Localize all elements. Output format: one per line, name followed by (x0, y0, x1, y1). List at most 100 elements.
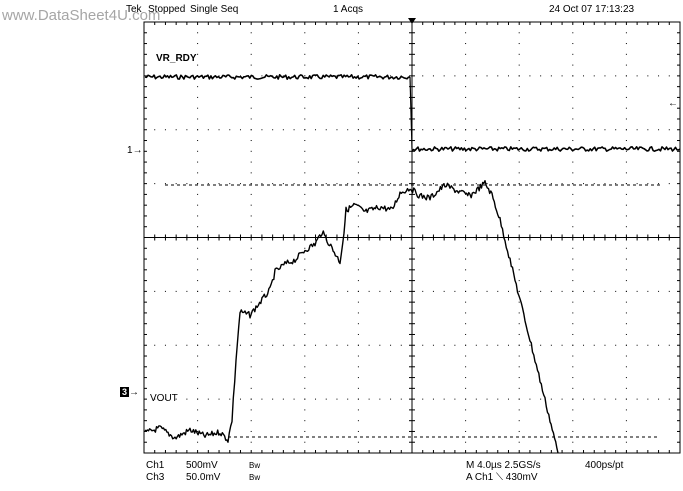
grid-dot (550, 75, 552, 77)
grid-dot (432, 183, 434, 185)
grid-dot (250, 107, 252, 109)
grid-dot (518, 75, 520, 77)
grid-dot (293, 183, 295, 185)
grid-dot (379, 183, 381, 185)
grid-dot (465, 204, 467, 206)
grid-dot (572, 269, 574, 271)
grid-dot (658, 398, 660, 400)
grid-dot (604, 183, 606, 185)
grid-dot (357, 43, 359, 45)
grid-dot (540, 344, 542, 346)
grid-dot (218, 398, 220, 400)
run-state: Stopped (148, 4, 186, 15)
grid-dot (625, 32, 627, 34)
grid-dot (250, 258, 252, 260)
grid-dot (625, 420, 627, 422)
grid-dot (304, 129, 306, 131)
grid-dot (465, 107, 467, 109)
grid-dot (572, 64, 574, 66)
grid-dot (572, 86, 574, 88)
grid-dot (175, 290, 177, 292)
grid-dot (304, 107, 306, 109)
grid-dot (572, 96, 574, 98)
ch1-marker-number: 1 (127, 145, 133, 156)
grid-dot (207, 129, 209, 131)
grid-dot (518, 118, 520, 120)
grid-dot (572, 377, 574, 379)
grid-dot (250, 355, 252, 357)
grid-dot (572, 43, 574, 45)
grid-dot (625, 118, 627, 120)
grid-dot (400, 183, 402, 185)
grid-dot (197, 441, 199, 443)
grid-dot (197, 118, 199, 120)
grid-dot (583, 183, 585, 185)
grid-dot (272, 290, 274, 292)
grid-dot (465, 344, 467, 346)
trigger-readout: A Ch1 ⟍ 430mV (466, 472, 538, 483)
grid-dot (658, 344, 660, 346)
datetime: 24 Oct 07 17:13:23 (549, 4, 635, 15)
grid-dot (197, 96, 199, 98)
grid-dot (390, 75, 392, 77)
grid-dot (304, 140, 306, 142)
grid-dot (304, 344, 306, 346)
grid-dot (390, 398, 392, 400)
grid-dot (250, 430, 252, 432)
grid-dot (304, 226, 306, 228)
grid-dot (164, 129, 166, 131)
grid-dot (572, 333, 574, 335)
grid-dot (475, 344, 477, 346)
grid-dot (154, 129, 156, 131)
grid-dot (325, 129, 327, 131)
grid-dot (347, 290, 349, 292)
grid-dot (422, 183, 424, 185)
grid-dot (475, 75, 477, 77)
grid-dot (357, 75, 359, 77)
grid-dot (668, 398, 670, 400)
grid-dot (572, 430, 574, 432)
grid-dot (529, 129, 531, 131)
ch1-bw-icon: Bw (249, 461, 261, 470)
grid-dot (250, 204, 252, 206)
grid-dot (497, 183, 499, 185)
grid-dot (465, 269, 467, 271)
grid-dot (636, 183, 638, 185)
grid-dot (282, 344, 284, 346)
grid-dot (465, 355, 467, 357)
grid-dot (625, 269, 627, 271)
grid-dot (540, 183, 542, 185)
grid-dot (443, 290, 445, 292)
trigger-position-icon (408, 18, 416, 24)
grid-dot (540, 290, 542, 292)
grid-dot (465, 75, 467, 77)
grid-dot (518, 140, 520, 142)
grid-dot (154, 183, 156, 185)
grid-dot (593, 398, 595, 400)
grid-dot (250, 420, 252, 422)
grid-dot (250, 86, 252, 88)
grid-dot (604, 344, 606, 346)
grid-dot (432, 344, 434, 346)
grid-dot (604, 398, 606, 400)
grid-dot (304, 269, 306, 271)
grid-dot (486, 344, 488, 346)
grid-dot (175, 183, 177, 185)
grid-dot (325, 398, 327, 400)
grid-dot (572, 140, 574, 142)
grid-dot (518, 64, 520, 66)
grid-dot (197, 53, 199, 55)
grid-dot (625, 172, 627, 174)
grid-dot (625, 387, 627, 389)
grid-dot (593, 129, 595, 131)
grid-dot (197, 258, 199, 260)
grid-dot (615, 398, 617, 400)
grid-dot (636, 129, 638, 131)
grid-dot (229, 290, 231, 292)
grid-dot (390, 129, 392, 131)
grid-dot (625, 43, 627, 45)
grid-dot (518, 323, 520, 325)
grid-dot (443, 398, 445, 400)
grid-dot (175, 344, 177, 346)
